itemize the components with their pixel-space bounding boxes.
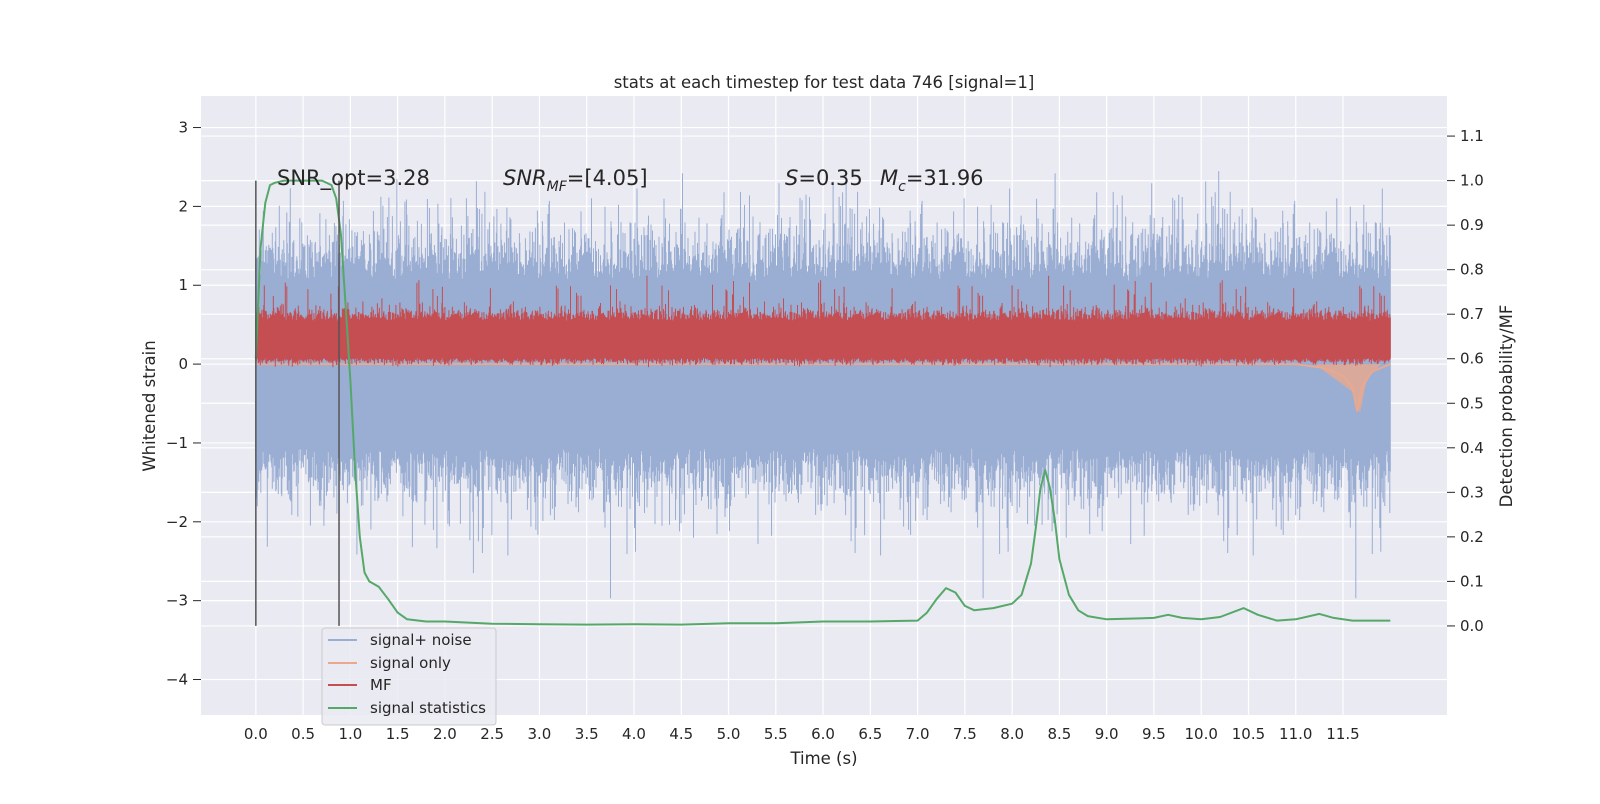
y-right-tick-label: 0.9 — [1460, 216, 1484, 234]
annotation-snr-mf-base: SNR — [503, 166, 547, 190]
x-tick-label: 8.0 — [1000, 725, 1024, 743]
legend-label-signal-noise: signal+ noise — [370, 631, 472, 649]
annotation-s: S=0.35 — [785, 166, 863, 190]
annotation-snr-opt: SNR_opt=3.28 — [277, 166, 430, 191]
x-axis-label: Time (s) — [789, 749, 857, 768]
annotation-snr-mf-value: =[4.05] — [567, 166, 648, 190]
series-layer — [254, 171, 1391, 626]
x-tick-label: 4.5 — [669, 725, 693, 743]
vertical-markers — [255, 180, 340, 626]
x-tick-label: 2.5 — [480, 725, 504, 743]
annotation-s-symbol: S — [785, 166, 798, 190]
x-tick-label: 11.0 — [1279, 725, 1312, 743]
x-tick-label: 3.0 — [528, 725, 552, 743]
x-tick-label: 2.0 — [433, 725, 457, 743]
y-right-tick-label: 0.8 — [1460, 261, 1484, 279]
x-tick-label: 9.0 — [1095, 725, 1119, 743]
y-left-tick-label: −3 — [166, 592, 188, 610]
annotation-mc-symbol: M — [880, 166, 898, 190]
ticks: 0.0 0.5 1.0 1.5 2.0 2.5 3.0 3.5 4.0 4.5 5.0 5.5 6.0 6… — [166, 119, 1484, 743]
y-axis-label-right: Detection probability/MF — [1497, 305, 1516, 508]
x-tick-label: 10.5 — [1232, 725, 1265, 743]
x-tick-label: 9.5 — [1142, 725, 1166, 743]
x-tick-label: 1.5 — [386, 725, 410, 743]
legend: signal+ noise signal only MF signal stat… — [321, 627, 497, 726]
y-right-tick-label: 0.1 — [1460, 572, 1484, 590]
annotation-mc: Mc=31.96 — [880, 166, 984, 195]
y-right-tick-label: 0.2 — [1460, 528, 1484, 546]
y-right-tick-label: 0.4 — [1460, 439, 1484, 457]
x-tick-label: 3.5 — [575, 725, 599, 743]
series-signal-only-chirp — [1314, 364, 1381, 413]
y-right-tick-label: 0.3 — [1460, 483, 1484, 501]
legend-label-signal-only: signal only — [370, 654, 451, 672]
x-tick-label: 5.5 — [764, 725, 788, 743]
y-left-tick-label: 0 — [178, 355, 188, 373]
series-signal-statistics — [254, 179, 1391, 626]
legend-label-mf: MF — [370, 676, 392, 694]
y-left-tick-label: 3 — [178, 119, 188, 137]
x-tick-label: 7.5 — [953, 725, 977, 743]
x-tick-label: 0.0 — [244, 725, 268, 743]
y-left-tick-label: 2 — [178, 197, 188, 215]
x-tick-label: 6.5 — [858, 725, 882, 743]
y-right-tick-label: 1.1 — [1460, 127, 1484, 145]
annotation-mc-value: =31.96 — [906, 166, 984, 190]
x-tick-label: 0.5 — [291, 725, 315, 743]
y-right-tick-label: 0.6 — [1460, 350, 1484, 368]
x-tick-label: 8.5 — [1047, 725, 1071, 743]
annotation-snr-mf-sub: MF — [547, 179, 568, 195]
y-right-tick-label: 0.7 — [1460, 305, 1484, 323]
x-tick-label: 1.0 — [338, 725, 362, 743]
legend-label-signal-statistics: signal statistics — [370, 699, 486, 717]
y-left-tick-label: −4 — [166, 671, 188, 689]
x-tick-label: 7.0 — [906, 725, 930, 743]
legend-box — [321, 627, 497, 726]
annotation-mc-sub: c — [898, 179, 906, 195]
y-left-tick-label: −1 — [166, 434, 188, 452]
x-tick-label: 11.5 — [1326, 725, 1359, 743]
y-right-tick-label: 1.0 — [1460, 172, 1484, 190]
annotation-s-value: =0.35 — [798, 166, 862, 190]
x-tick-label: 4.0 — [622, 725, 646, 743]
y-right-tick-label: 0.5 — [1460, 394, 1484, 412]
y-left-tick-label: 1 — [178, 276, 188, 294]
y-right-tick-label: 0.0 — [1460, 617, 1484, 635]
chart-title: stats at each timestep for test data 746… — [614, 73, 1035, 92]
y-axis-label-left: Whitened strain — [140, 340, 159, 471]
x-tick-label: 10.0 — [1185, 725, 1218, 743]
annotation-snr-mf: SNRMF=[4.05] — [503, 166, 648, 195]
x-tick-label: 5.0 — [717, 725, 741, 743]
y-left-tick-label: −2 — [166, 513, 188, 531]
x-tick-label: 6.0 — [811, 725, 835, 743]
